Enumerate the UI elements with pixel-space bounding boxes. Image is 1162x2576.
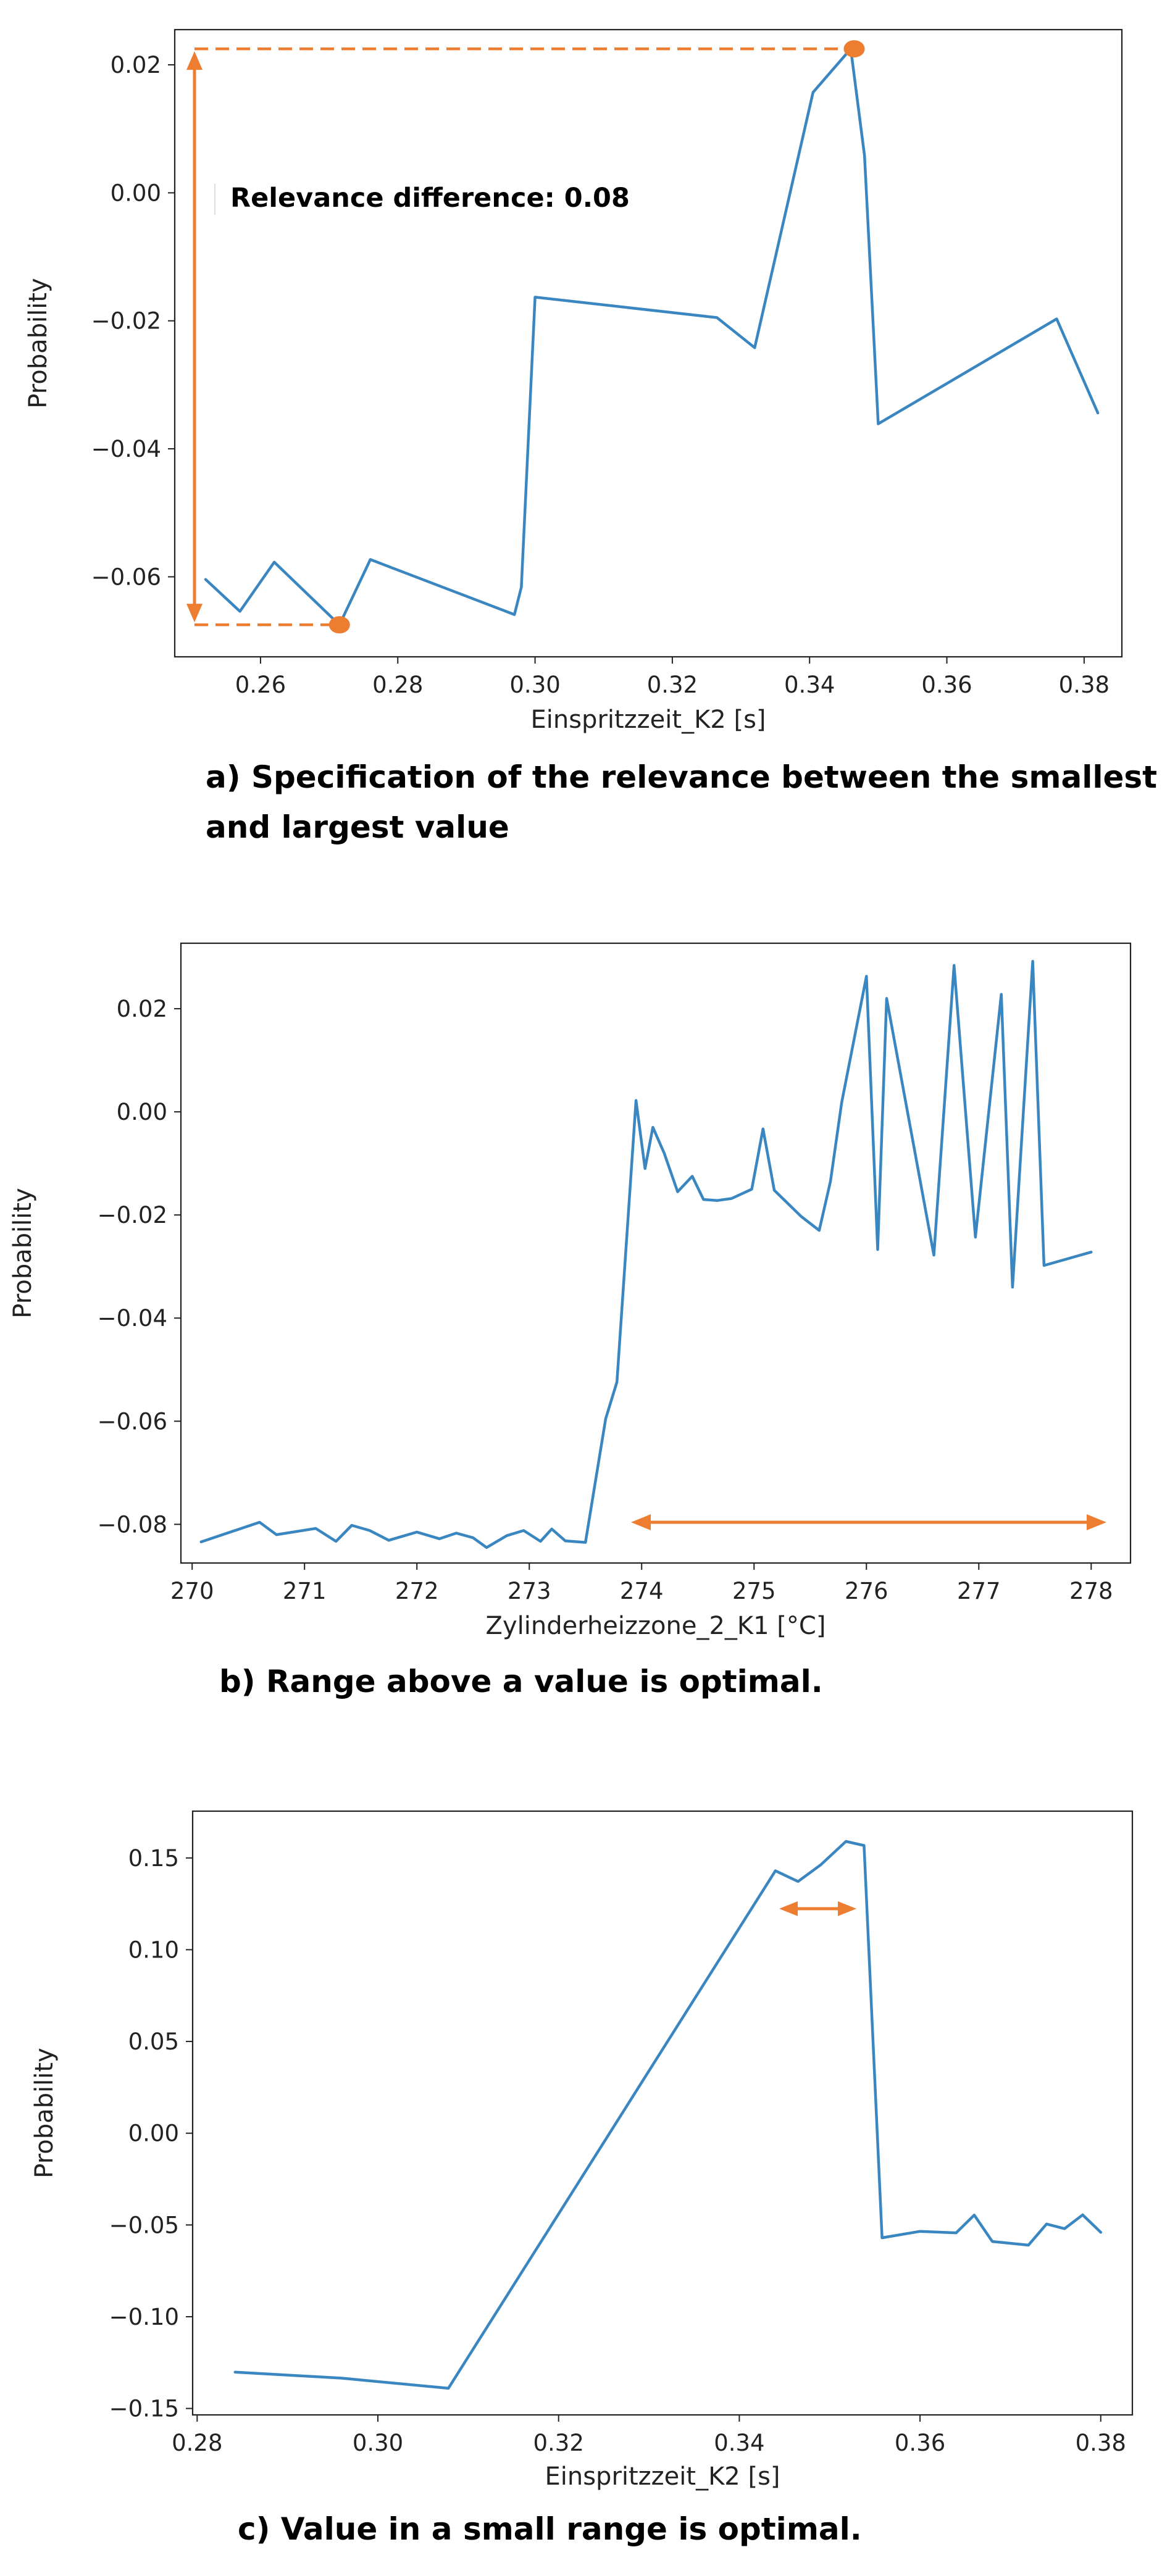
axes-frame (191, 1810, 1134, 2416)
x-tick-label: 0.26 (235, 672, 286, 698)
series-line (204, 47, 1100, 627)
y-tick-label: 0.15 (128, 1845, 179, 1872)
max-value-marker (843, 40, 865, 58)
x-tick-label: 0.34 (714, 2430, 764, 2456)
y-tick-label: 0.02 (111, 52, 161, 78)
x-tick-label: 0.36 (921, 672, 972, 698)
min-value-marker (328, 616, 350, 634)
y-tick-label: −0.04 (98, 1305, 167, 1332)
x-tick-label: 276 (845, 1578, 888, 1604)
y-tick-label: 0.10 (128, 1936, 179, 1963)
optimal-range-arrow-head-right (838, 1901, 856, 1916)
caption-line: c) Value in a small range is optimal. (238, 2511, 862, 2547)
y-tick-label: −0.02 (91, 308, 161, 335)
optimal-range-arrow-head-left (779, 1901, 798, 1916)
y-tick-label: −0.15 (109, 2396, 179, 2422)
x-tick-label: 0.36 (895, 2430, 945, 2456)
x-tick-label: 274 (620, 1578, 664, 1604)
axes-frame (173, 28, 1123, 658)
x-tick-label: 0.30 (353, 2430, 403, 2456)
x-tick-label: 0.30 (509, 672, 560, 698)
caption-line: a) Specification of the relevance betwee… (206, 759, 1157, 795)
y-tick-label: −0.08 (98, 1511, 167, 1538)
y-tick-label: −0.05 (109, 2212, 179, 2238)
y-tick-label: −0.04 (91, 436, 161, 462)
chart-panel-a: 0.26 0.28 0.30 0.32 0.34 0.36 0.38 −0.06 −0.04 −0… (24, 28, 1157, 845)
x-tick-label: 272 (395, 1578, 439, 1604)
y-tick-label: 0.00 (128, 2120, 179, 2147)
axes-frame (180, 942, 1132, 1564)
x-tick-label: 0.28 (172, 2430, 222, 2456)
x-tick-label: 0.34 (784, 672, 835, 698)
y-axis-label: Probability (9, 1188, 37, 1318)
x-axis-label: Zylinderheizzone_2_K1 [°C] (486, 1612, 826, 1640)
difference-arrow-head-down (186, 604, 203, 623)
x-tick-label: 277 (957, 1578, 1001, 1604)
x-tick-label: 275 (732, 1578, 776, 1604)
y-tick-label: −0.06 (91, 564, 161, 590)
series-line (199, 959, 1093, 1549)
optimal-range-arrow-head-left (631, 1514, 651, 1530)
y-axis-label: Probability (30, 2048, 59, 2178)
y-tick-label: −0.10 (109, 2304, 179, 2330)
x-tick-label: 270 (170, 1578, 214, 1604)
x-tick-label: 0.38 (1059, 672, 1110, 698)
x-tick-label: 273 (508, 1578, 551, 1604)
x-axis-label: Einspritzzeit_K2 [s] (530, 706, 766, 734)
optimal-range-arrow-head-right (1087, 1514, 1106, 1530)
caption-line: and largest value (206, 809, 509, 845)
caption-line: b) Range above a value is optimal. (219, 1664, 823, 1699)
x-tick-label: 0.32 (533, 2430, 584, 2456)
y-tick-label: 0.05 (128, 2028, 179, 2055)
x-tick-label: 0.32 (647, 672, 698, 698)
difference-arrow-head-up (186, 51, 203, 70)
chart-panel-c: 0.28 0.30 0.32 0.34 0.36 0.38 −0.15 −0.10 −0.05 0… (30, 1810, 1134, 2547)
y-tick-label: 0.00 (111, 180, 161, 206)
x-tick-label: 0.38 (1076, 2430, 1126, 2456)
y-axis-label: Probability (24, 278, 52, 408)
y-tick-label: 0.00 (117, 1099, 167, 1125)
y-tick-label: −0.06 (98, 1408, 167, 1435)
x-tick-label: 271 (283, 1578, 327, 1604)
y-tick-label: −0.02 (98, 1202, 167, 1228)
x-tick-label: 278 (1069, 1578, 1113, 1604)
y-tick-label: 0.02 (117, 996, 167, 1022)
x-axis-label: Einspritzzeit_K2 [s] (545, 2462, 780, 2491)
x-tick-label: 0.28 (372, 672, 423, 698)
relevance-difference-label: Relevance difference: 0.08 (230, 183, 630, 214)
series-line (233, 1840, 1103, 2390)
chart-panel-b: 270 271 272 273 274 275 276 277 278 −0.08 −0.06 −0.… (9, 942, 1132, 1699)
